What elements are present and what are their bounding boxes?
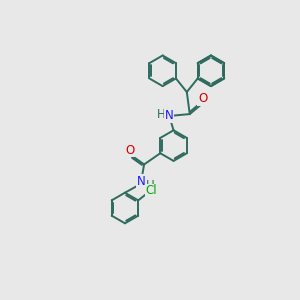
- Text: O: O: [198, 92, 207, 105]
- Text: O: O: [126, 144, 135, 157]
- Text: N: N: [165, 109, 173, 122]
- Text: Cl: Cl: [146, 184, 157, 197]
- Text: H: H: [146, 178, 155, 191]
- Text: H: H: [157, 108, 165, 121]
- Text: N: N: [137, 175, 146, 188]
